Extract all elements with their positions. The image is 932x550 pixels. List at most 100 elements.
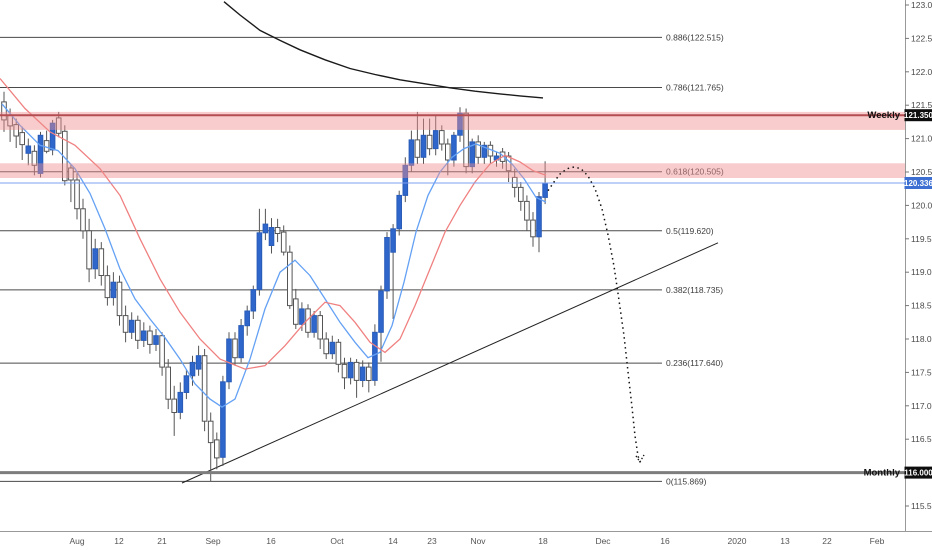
weekly-line-label: Weekly xyxy=(867,110,900,121)
candle xyxy=(13,118,19,148)
candle-body-down xyxy=(414,139,421,158)
candle xyxy=(311,311,317,338)
candle-body-down xyxy=(171,398,177,414)
candle-body-down xyxy=(274,227,281,234)
candle-body-down xyxy=(353,361,360,381)
candle xyxy=(262,208,269,241)
candle-body-down xyxy=(305,308,311,333)
candle-body-up xyxy=(299,308,305,325)
candle xyxy=(305,304,311,338)
candle-body-up xyxy=(153,335,159,345)
y-axis-label: 121.000 xyxy=(911,134,932,144)
candle-body-down xyxy=(366,366,372,382)
y-axis-label: 117.000 xyxy=(911,401,932,411)
axis-labels: Weekly Monthly xyxy=(864,110,901,478)
candle xyxy=(220,375,226,466)
x-axis-label: 22 xyxy=(822,536,832,546)
y-axis[interactable]: 123.000 122.500 122.000 121.500 121.000 120.5… xyxy=(905,0,932,532)
candle-body-up xyxy=(25,145,32,154)
candle-body-down xyxy=(287,251,293,307)
fib-label-0: 0(115.869) xyxy=(666,476,707,486)
candle xyxy=(232,332,238,366)
candle-body-up xyxy=(262,223,269,234)
candle xyxy=(329,335,336,360)
candle xyxy=(153,329,159,351)
candle xyxy=(207,412,214,482)
fib-label-0.786: 0.786(121.765) xyxy=(666,83,724,93)
candle-body-up xyxy=(372,331,378,381)
candle-body-up xyxy=(536,196,542,238)
projection-arrowhead xyxy=(635,454,645,464)
candle-body-up xyxy=(420,134,427,158)
candle xyxy=(135,315,141,349)
projection-path xyxy=(547,166,641,463)
supply-zones[interactable] xyxy=(0,111,905,178)
ascending-trendline[interactable] xyxy=(181,242,719,484)
ma-slow-red-line xyxy=(0,78,547,370)
y-axis-label: 118.000 xyxy=(911,334,932,344)
candle xyxy=(366,362,372,393)
candle xyxy=(445,138,451,176)
candle-body-down xyxy=(280,231,287,253)
monthly-badge-bg xyxy=(904,466,932,479)
y-axis-label: 120.500 xyxy=(911,167,932,177)
candle-body-up xyxy=(226,338,232,383)
candle xyxy=(524,195,530,231)
x-axis-label: Aug xyxy=(69,536,84,546)
candle-body-up xyxy=(250,289,257,312)
candle xyxy=(116,275,123,326)
candle-body-down xyxy=(159,335,165,368)
supply-zone-1[interactable] xyxy=(0,111,905,130)
y-axis-label: 117.500 xyxy=(911,367,932,377)
candle-body-up xyxy=(189,361,196,377)
price-lines[interactable] xyxy=(0,114,905,475)
candle-body-up xyxy=(37,134,44,174)
fib-label-0.5: 0.5(119.620) xyxy=(666,226,714,236)
candle xyxy=(280,225,287,256)
candle-body-down xyxy=(341,363,348,379)
last-price-badge-bg xyxy=(904,177,932,189)
candle-body-up xyxy=(457,112,463,136)
fib-retracement[interactable]: 0.886(122.515) 0.786(121.765) 0.618(120.50… xyxy=(0,32,724,486)
y-axis-label: 120.000 xyxy=(911,200,932,210)
candle-body-up xyxy=(49,122,56,151)
candle-body-down xyxy=(68,167,74,181)
candle xyxy=(250,285,257,319)
candle-body-up xyxy=(268,227,275,246)
candle xyxy=(141,322,147,347)
candle xyxy=(451,131,457,167)
y-axis-label: 115.500 xyxy=(911,501,932,511)
x-axis[interactable]: Aug 12 21 Sep 16 Oct 14 23 Nov 18 Dec 16 2020 13 22 Feb xyxy=(0,531,932,547)
x-axis-label: 12 xyxy=(114,536,124,546)
candle-body-up xyxy=(195,355,202,370)
ma-fast-blue-line xyxy=(1,103,547,408)
candle-body-up xyxy=(378,290,384,333)
candle xyxy=(183,369,190,400)
candle-body-down xyxy=(19,132,25,146)
candle-body-down xyxy=(201,355,208,422)
candle xyxy=(384,232,390,299)
candle xyxy=(238,319,244,363)
candle xyxy=(25,138,32,166)
candle-body-down xyxy=(116,281,123,317)
trendline[interactable] xyxy=(181,242,719,484)
fib-label-0.886: 0.886(122.515) xyxy=(666,32,724,42)
supply-zone-2[interactable] xyxy=(0,163,905,178)
candle-body-down xyxy=(1,101,7,121)
candle xyxy=(536,192,542,253)
weekly-price-badge: 121.350 xyxy=(904,109,932,122)
moving-averages xyxy=(0,1,547,408)
candle xyxy=(37,131,44,178)
candle-body-down xyxy=(426,134,433,150)
candle-body-up xyxy=(311,315,317,333)
candle xyxy=(359,360,366,388)
projection-arrow[interactable] xyxy=(547,166,645,464)
candle xyxy=(1,91,7,132)
candle-body-down xyxy=(55,117,62,134)
candle xyxy=(396,190,402,236)
candle-body-up xyxy=(110,281,117,299)
candle-body-up xyxy=(451,134,457,161)
candle-body-down xyxy=(530,219,536,238)
candle xyxy=(122,305,129,343)
